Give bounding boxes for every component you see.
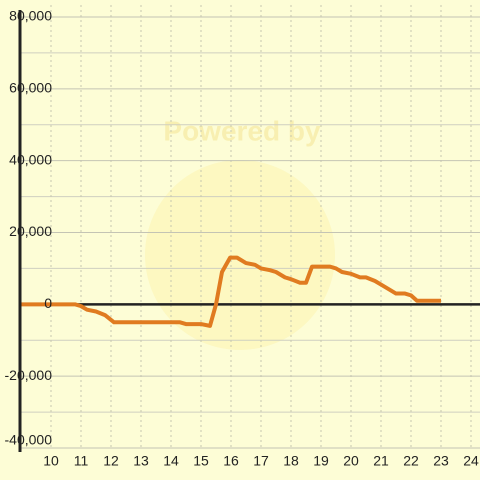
- y-tick-label: 0: [44, 295, 52, 311]
- x-tick-label: 24: [463, 453, 479, 469]
- x-tick-label: 18: [283, 453, 299, 469]
- watermark: Powered by: [163, 115, 321, 146]
- x-tick-label: 21: [373, 453, 389, 469]
- y-tick-label: -40,000: [5, 432, 53, 448]
- x-tick-label: 12: [103, 453, 119, 469]
- y-tick-label: 80,000: [9, 8, 52, 24]
- x-tick-label: 19: [313, 453, 329, 469]
- y-tick-label: -20,000: [5, 367, 53, 383]
- x-tick-label: 23: [433, 453, 449, 469]
- x-tick-label: 17: [253, 453, 269, 469]
- x-tick-label: 16: [223, 453, 239, 469]
- y-tick-label: 60,000: [9, 80, 52, 96]
- x-tick-label: 15: [193, 453, 209, 469]
- x-tick-label: 14: [163, 453, 179, 469]
- x-tick-label: 11: [74, 453, 89, 469]
- watermark-logo: [145, 160, 335, 350]
- y-tick-label: 20,000: [9, 223, 52, 239]
- y-tick-label: 40,000: [9, 151, 52, 167]
- x-tick-label: 13: [133, 453, 149, 469]
- x-tick-label: 20: [343, 453, 359, 469]
- data-line: [21, 255, 441, 328]
- x-tick-label: 10: [43, 453, 59, 469]
- x-tick-label: 22: [403, 453, 419, 469]
